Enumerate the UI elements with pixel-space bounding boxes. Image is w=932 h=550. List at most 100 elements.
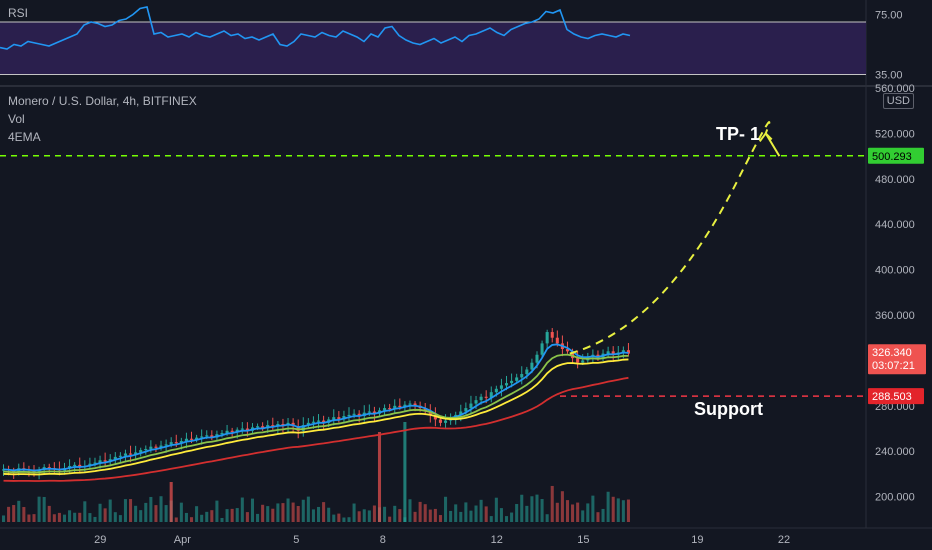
candle-body bbox=[139, 450, 143, 453]
volume-bar bbox=[83, 501, 87, 522]
volume-bar bbox=[535, 494, 539, 522]
candle-body bbox=[220, 433, 224, 435]
candle-body bbox=[98, 460, 102, 463]
candle-body bbox=[317, 420, 321, 422]
volume-bar bbox=[149, 496, 153, 522]
volume-bar bbox=[184, 512, 188, 522]
volume-bar bbox=[210, 510, 214, 522]
rsi-band bbox=[0, 22, 866, 75]
support-price-label: 288.503 bbox=[872, 391, 912, 403]
volume-bar bbox=[78, 512, 82, 522]
candle-body bbox=[428, 411, 432, 415]
candle-body bbox=[504, 383, 509, 386]
candle-body bbox=[479, 396, 483, 401]
candle-body bbox=[93, 462, 97, 464]
candle-body bbox=[576, 358, 580, 363]
candle-body bbox=[555, 337, 559, 344]
volume-bar bbox=[398, 509, 402, 522]
candle-body bbox=[515, 377, 519, 381]
volume-bar bbox=[174, 517, 178, 522]
candle-body bbox=[520, 374, 524, 378]
volume-bar bbox=[626, 499, 630, 522]
volume-bar bbox=[296, 506, 300, 522]
volume-bar bbox=[444, 496, 448, 522]
volume-bar bbox=[540, 499, 544, 522]
ema-indicator-label: 4EMA bbox=[8, 130, 41, 144]
volume-bar bbox=[98, 503, 102, 522]
volume-bar bbox=[591, 495, 595, 522]
candle-body bbox=[550, 332, 554, 338]
volume-bar bbox=[606, 491, 610, 522]
candle-body bbox=[474, 400, 478, 404]
volume-bars bbox=[2, 422, 630, 522]
volume-bar bbox=[118, 515, 122, 522]
volume-bar bbox=[88, 513, 92, 522]
volume-bar bbox=[611, 496, 615, 522]
candle-body bbox=[225, 430, 229, 434]
volume-bar bbox=[372, 505, 376, 522]
candle-body bbox=[438, 419, 442, 423]
volume-bar bbox=[484, 506, 488, 522]
target-price-tag bbox=[868, 147, 924, 164]
volume-bar bbox=[2, 515, 6, 522]
rsi-tick-label: 35.00 bbox=[875, 70, 903, 82]
volume-bar bbox=[576, 502, 580, 522]
price-unit-badge[interactable]: USD bbox=[882, 93, 914, 109]
volume-bar bbox=[357, 511, 361, 522]
volume-bar bbox=[195, 506, 199, 522]
candles bbox=[2, 328, 630, 480]
volume-bar bbox=[250, 498, 254, 522]
candle-body bbox=[103, 460, 107, 462]
candle-body bbox=[179, 441, 183, 444]
candle-body bbox=[306, 422, 310, 426]
price-tick-label: 520.000 bbox=[875, 128, 915, 140]
candle-body bbox=[144, 448, 148, 451]
volume-bar bbox=[327, 507, 331, 522]
volume-bar bbox=[408, 499, 412, 522]
volume-bar bbox=[32, 514, 36, 522]
volume-bar bbox=[225, 509, 229, 522]
candle-body bbox=[525, 369, 529, 375]
price-tick-label: 400.000 bbox=[875, 265, 915, 277]
volume-bar bbox=[383, 506, 387, 522]
volume-bar bbox=[317, 506, 321, 522]
candle-body bbox=[530, 362, 534, 370]
projection-arrow-tip bbox=[758, 131, 773, 143]
volume-bar bbox=[256, 513, 260, 522]
volume-bar bbox=[286, 498, 290, 522]
candle-body bbox=[545, 332, 549, 344]
volume-bar bbox=[586, 503, 590, 522]
candle-body bbox=[352, 413, 356, 415]
candle-body bbox=[301, 425, 305, 431]
last-price-timer: 03:07:21 bbox=[872, 360, 915, 372]
volume-bar bbox=[7, 506, 11, 522]
volume-bar bbox=[276, 503, 280, 522]
volume-bar bbox=[93, 516, 97, 522]
volume-bar bbox=[525, 505, 529, 522]
time-tick-label: 5 bbox=[293, 534, 299, 546]
volume-bar bbox=[494, 497, 498, 522]
volume-bar bbox=[179, 502, 183, 522]
candle-body bbox=[489, 392, 493, 398]
volume-bar bbox=[550, 485, 554, 522]
candle-body bbox=[169, 442, 173, 445]
price-tick-label: 560.000 bbox=[875, 83, 915, 95]
volume-bar bbox=[189, 517, 194, 522]
last-price-tag bbox=[868, 344, 926, 375]
volume-bar bbox=[27, 514, 31, 522]
time-tick-label: 12 bbox=[491, 534, 503, 546]
candle-body bbox=[311, 421, 315, 423]
volume-bar bbox=[57, 512, 61, 522]
volume-bar bbox=[510, 512, 514, 522]
candle-body bbox=[271, 425, 275, 427]
symbol-title: Monero / U.S. Dollar, 4h, BITFINEX bbox=[8, 94, 197, 108]
volume-bar bbox=[271, 508, 275, 522]
volume-bar bbox=[423, 504, 427, 522]
candle-body bbox=[540, 343, 544, 355]
volume-bar bbox=[311, 509, 315, 522]
price-tick-label: 360.000 bbox=[875, 310, 915, 322]
price-tick-label: 480.000 bbox=[875, 174, 915, 186]
volume-bar bbox=[169, 482, 173, 522]
volume-bar bbox=[560, 491, 564, 522]
